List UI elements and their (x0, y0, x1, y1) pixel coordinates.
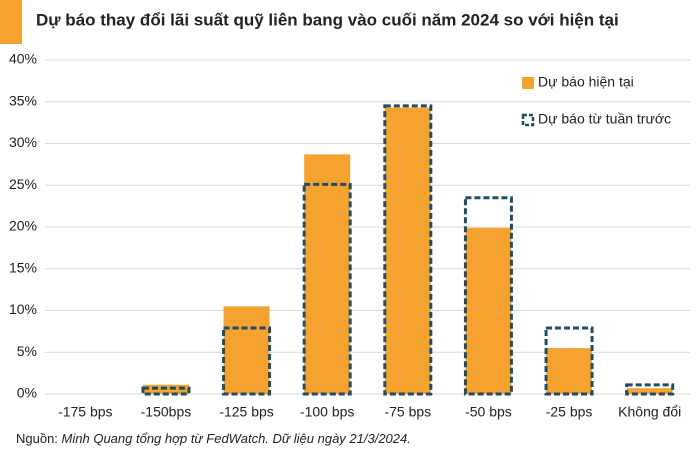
bar-outline (141, 386, 191, 396)
x-tick-label: -175 bps (58, 404, 112, 420)
legend-swatch (522, 77, 534, 89)
bar (223, 306, 270, 394)
bar (304, 154, 351, 394)
y-tick-label: 35% (9, 92, 37, 108)
bar (465, 227, 512, 394)
bar-outline (463, 196, 513, 396)
x-tick-label: -100 bps (300, 404, 354, 420)
x-tick-label: -75 bps (384, 404, 431, 420)
legend-swatch (521, 113, 535, 127)
y-tick-label: 25% (9, 176, 37, 192)
title-accent (0, 0, 22, 44)
bar-outline (625, 383, 675, 396)
chart-title: Dự báo thay đổi lãi suất quỹ liên bang v… (36, 10, 619, 29)
bar-outline (302, 182, 352, 396)
source-text: Minh Quang tổng hợp từ FedWatch. Dữ liệu… (62, 431, 411, 446)
x-tick-label: -25 bps (546, 404, 593, 420)
y-tick-label: 0% (17, 385, 37, 401)
bar-outline (544, 326, 594, 396)
y-tick-label: 5% (17, 343, 37, 359)
x-tick-label: -125 bps (219, 404, 273, 420)
legend-label: Dự báo hiện tại (538, 74, 634, 90)
bar (626, 388, 673, 394)
legend-label: Dự báo từ tuần trước (538, 111, 671, 127)
y-tick-label: 20% (9, 218, 37, 234)
x-tick-label: -150bps (141, 404, 192, 420)
bar-outline (383, 104, 433, 396)
x-tick-label: -50 bps (465, 404, 512, 420)
source-label: Nguồn: (16, 431, 58, 446)
y-tick-label: 10% (9, 301, 37, 317)
bar (384, 107, 431, 394)
source: Nguồn: Minh Quang tổng hợp từ FedWatch. … (16, 431, 411, 446)
x-tick-label: Không đổi (618, 404, 681, 420)
bar-outline (222, 326, 272, 396)
y-tick-label: 30% (9, 134, 37, 150)
bar (546, 348, 593, 394)
y-tick-label: 15% (9, 259, 37, 275)
y-tick-label: 40% (9, 51, 37, 67)
